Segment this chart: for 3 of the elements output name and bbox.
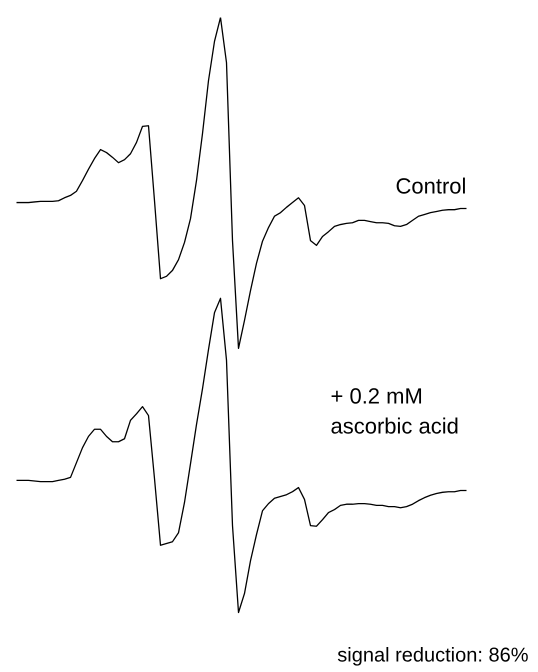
- text: + 0.2 mM ascorbic acid: [330, 384, 459, 439]
- text: signal reduction: 86%: [337, 644, 529, 666]
- series-label: Control: [396, 173, 466, 198]
